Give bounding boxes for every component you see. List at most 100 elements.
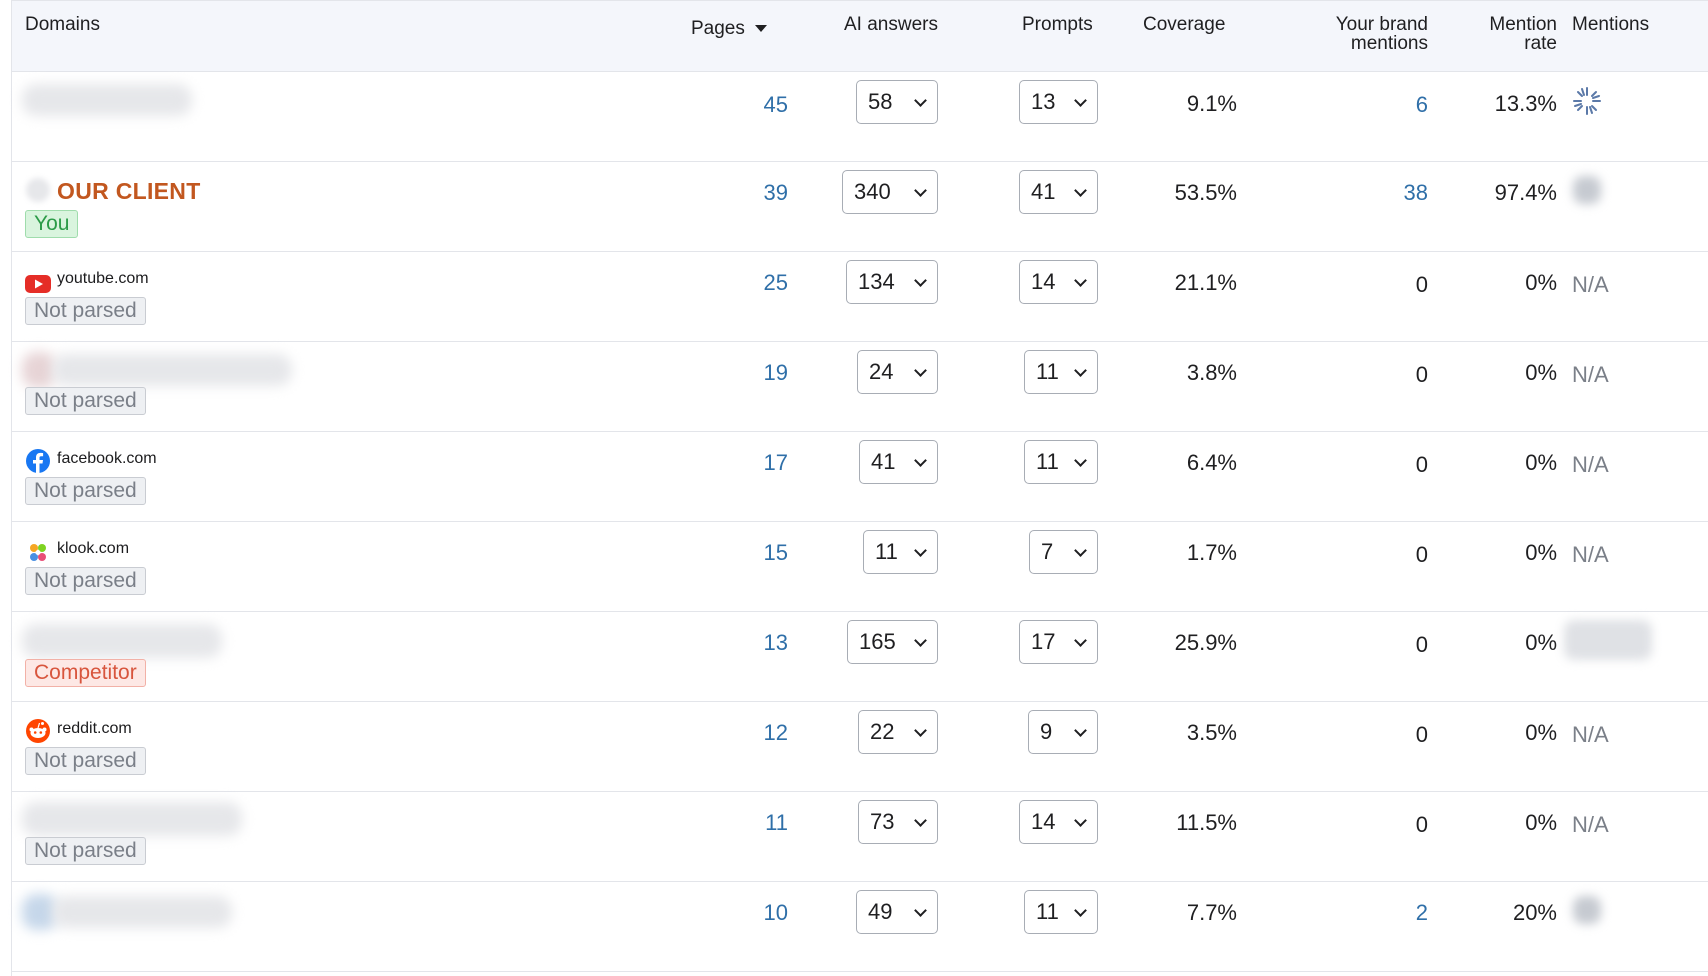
not-parsed-badge: Not parsed: [25, 837, 146, 865]
ai-answers-dropdown[interactable]: 49: [856, 890, 938, 934]
mentions-na: N/A: [1572, 272, 1609, 297]
prompts-value: 11: [1036, 449, 1059, 474]
pages-link[interactable]: 15: [763, 540, 788, 565]
table-row: Not parsed 19 24 11 3.8% 0 0% N/A: [12, 342, 1708, 432]
mention-rate-value: 0%: [1525, 360, 1557, 385]
prompts-dropdown[interactable]: 14: [1019, 260, 1098, 304]
chevron-down-icon: [1074, 814, 1087, 827]
ai-answers-dropdown[interactable]: 73: [858, 800, 938, 844]
col-header-domains[interactable]: Domains: [25, 14, 100, 35]
pages-link[interactable]: 13: [763, 630, 788, 655]
domain-link[interactable]: reddit.com: [57, 720, 132, 737]
ai-answers-dropdown[interactable]: 11: [863, 530, 938, 574]
chevron-down-icon: [914, 724, 927, 737]
chevron-down-icon: [914, 904, 927, 917]
prompts-dropdown[interactable]: 11: [1024, 440, 1098, 484]
facebook-icon: [26, 449, 50, 473]
coverage-value: 9.1%: [1186, 91, 1237, 116]
ai-answers-value: 73: [870, 809, 895, 834]
col-header-pages[interactable]: Pages: [691, 19, 767, 38]
pages-link[interactable]: 12: [763, 720, 788, 745]
col-header-prompts[interactable]: Prompts: [1022, 14, 1093, 35]
prompts-dropdown[interactable]: 13: [1019, 80, 1098, 124]
prompts-value: 11: [1036, 899, 1059, 924]
pages-link[interactable]: 19: [763, 360, 788, 385]
redacted-domain: [22, 802, 242, 836]
brand-mentions-link[interactable]: 2: [1415, 900, 1428, 925]
domain-link[interactable]: klook.com: [57, 540, 130, 557]
prompts-value: 9: [1040, 719, 1053, 744]
prompts-dropdown[interactable]: 14: [1019, 800, 1098, 844]
ai-answers-value: 58: [868, 89, 893, 114]
mentions-na: N/A: [1572, 812, 1609, 837]
mentions-na: N/A: [1572, 362, 1609, 387]
not-parsed-badge: Not parsed: [25, 477, 146, 505]
coverage-value: 21.1%: [1174, 270, 1237, 295]
col-header-mention-rate[interactable]: Mention rate: [1452, 15, 1557, 53]
coverage-value: 1.7%: [1186, 540, 1237, 565]
coverage-value: 3.8%: [1186, 360, 1237, 385]
prompts-value: 14: [1031, 809, 1056, 834]
pages-link[interactable]: 45: [763, 92, 788, 117]
ai-answers-dropdown[interactable]: 24: [857, 350, 938, 394]
not-parsed-badge: Not parsed: [25, 297, 146, 325]
prompts-dropdown[interactable]: 11: [1024, 890, 1098, 934]
ai-answers-value: 22: [870, 719, 895, 744]
brand-mentions-link[interactable]: 38: [1403, 180, 1428, 205]
coverage-value: 6.4%: [1186, 450, 1237, 475]
mention-rate-value: 0%: [1525, 540, 1557, 565]
chevron-down-icon: [1074, 724, 1087, 737]
sort-descending-icon[interactable]: [754, 25, 767, 32]
mention-rate-value: 20%: [1512, 900, 1557, 925]
col-header-coverage[interactable]: Coverage: [1143, 14, 1226, 35]
brand-mentions-value: 0: [1415, 362, 1428, 387]
ai-answers-dropdown[interactable]: 134: [846, 260, 938, 304]
mention-rate-value: 0%: [1525, 450, 1557, 475]
ai-answers-dropdown[interactable]: 22: [858, 710, 938, 754]
prompts-dropdown[interactable]: 11: [1024, 350, 1098, 394]
col-header-brand-mentions[interactable]: Your brand mentions: [1302, 15, 1428, 53]
pages-link[interactable]: 39: [763, 180, 788, 205]
col-header-mentions[interactable]: Mentions: [1572, 14, 1650, 35]
col-header-ai-answers[interactable]: AI answers: [844, 14, 938, 35]
chevron-down-icon: [914, 94, 927, 107]
ai-answers-dropdown[interactable]: 340: [842, 170, 938, 214]
client-domain-name[interactable]: OUR CLIENT: [57, 178, 201, 204]
pages-link[interactable]: 10: [763, 900, 788, 925]
col-header-mention-rate-line1: Mention: [1489, 14, 1557, 35]
prompts-dropdown[interactable]: 9: [1028, 710, 1098, 754]
domain-link[interactable]: youtube.com: [57, 270, 149, 287]
competitor-badge: Competitor: [25, 659, 146, 687]
client-favicon: [26, 178, 50, 202]
brand-mentions-value: 0: [1415, 542, 1428, 567]
chevron-down-icon: [1074, 454, 1087, 467]
domains-table: Domains Pages AI answers Prompts Coverag…: [11, 0, 1708, 976]
redacted-favicon: [22, 352, 56, 388]
pages-link[interactable]: 17: [763, 450, 788, 475]
brand-mentions-link[interactable]: 6: [1415, 92, 1428, 117]
coverage-value: 3.5%: [1186, 720, 1237, 745]
coverage-value: 25.9%: [1174, 630, 1237, 655]
prompts-dropdown[interactable]: 7: [1029, 530, 1098, 574]
prompts-dropdown[interactable]: 17: [1019, 620, 1098, 664]
you-badge: You: [25, 210, 79, 238]
table-row: youtube.com Not parsed 25 134 14 21.1% 0…: [12, 252, 1708, 342]
domain-link[interactable]: facebook.com: [57, 450, 157, 467]
ai-answers-value: 24: [869, 359, 894, 384]
brand-mentions-value: 0: [1415, 452, 1428, 477]
ai-answers-dropdown[interactable]: 165: [847, 620, 938, 664]
col-header-pages-label: Pages: [691, 18, 745, 39]
table-header: Domains Pages AI answers Prompts Coverag…: [12, 0, 1708, 72]
mention-rate-value: 0%: [1525, 270, 1557, 295]
redacted-domain: [52, 896, 232, 928]
table-row: 45 58 13 9.1% 6 13.3%: [12, 72, 1708, 162]
redacted-domain: [22, 84, 192, 116]
ai-answers-dropdown[interactable]: 58: [856, 80, 938, 124]
mentions-thumbnail: [1573, 176, 1601, 204]
col-header-brand-mentions-line2: mentions: [1350, 33, 1428, 54]
ai-answers-dropdown[interactable]: 41: [859, 440, 938, 484]
pages-link[interactable]: 25: [763, 270, 788, 295]
pages-link[interactable]: 11: [765, 810, 788, 835]
prompts-dropdown[interactable]: 41: [1019, 170, 1098, 214]
chevron-down-icon: [914, 184, 927, 197]
